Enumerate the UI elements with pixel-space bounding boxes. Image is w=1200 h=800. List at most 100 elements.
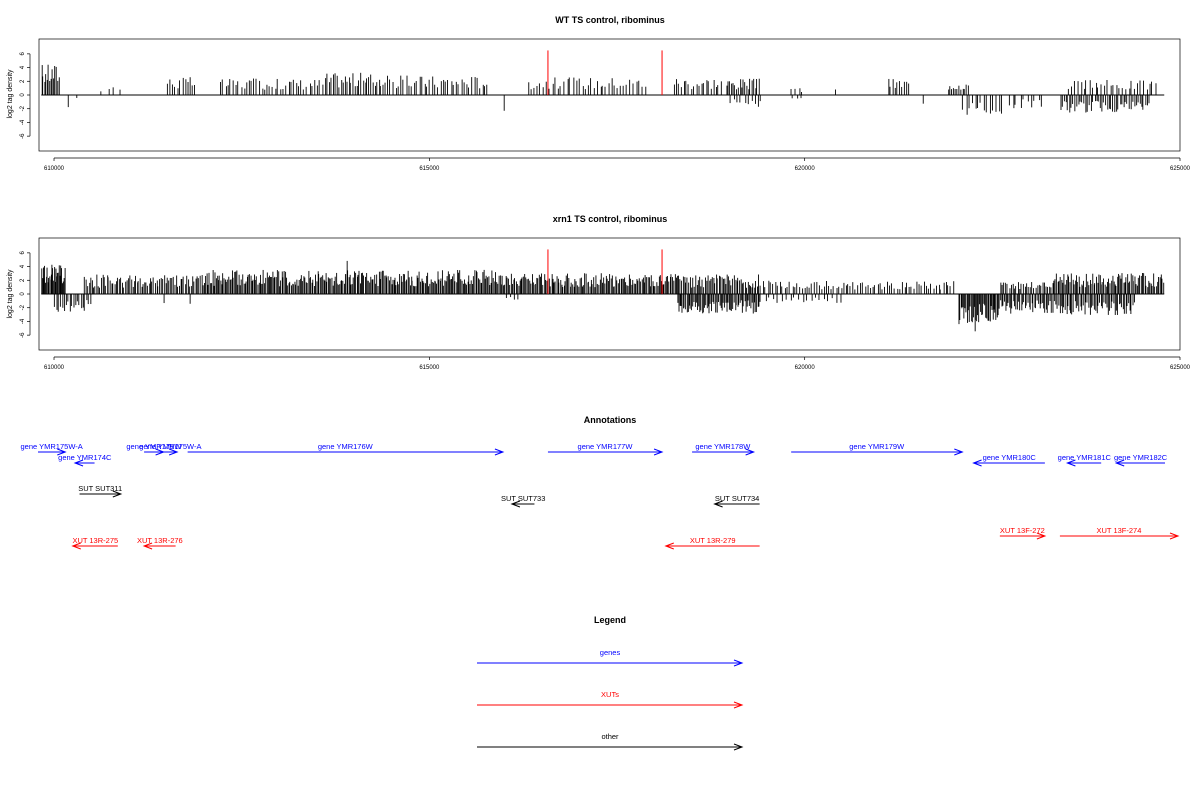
xut-feature: XUT 13F-274 [1059, 526, 1180, 540]
xut-arrow-head [71, 542, 81, 550]
xrn1-y-tick-label: 0 [20, 292, 26, 296]
panel-xrn1-plot-box [38, 237, 1181, 351]
xrn1-y-tick-label: -6 [20, 332, 26, 338]
gene-feature: gene YMR175W-A [139, 442, 201, 456]
wt-y-tick-label: 0 [20, 93, 26, 97]
gene-label: gene YMR175W-A [21, 442, 83, 451]
panel-wt-plot-box [38, 38, 1181, 152]
panel-wt-y-axis: -6 -4 -2 0 2 4 6 [20, 52, 31, 139]
panel-xrn1-bars [41, 260, 1165, 332]
gene-feature: gene YMR180C [972, 453, 1045, 467]
legend-arrow-head [733, 743, 744, 751]
wt-y-tick-label: 4 [20, 65, 26, 69]
panel-xrn1-markers [547, 249, 663, 294]
xut-label: XUT 13F-272 [1000, 526, 1045, 535]
gene-label: gene YMR177W [578, 442, 634, 451]
gene-feature: gene YMR181C [1058, 453, 1112, 467]
legend-item-label: XUTs [601, 690, 619, 699]
legend-item-other: other [477, 732, 744, 751]
legend-section: Legend genes XUTs other [477, 615, 744, 751]
xut-arrow-head [664, 542, 674, 550]
panel-xrn1-title: xrn1 TS control, ribominus [553, 214, 668, 224]
legend-arrow-head [733, 701, 744, 709]
gene-arrow-head [954, 448, 964, 456]
legend-item-label: other [601, 732, 619, 741]
gene-label: gene YMR182C [1114, 453, 1168, 462]
panel-xrn1-ylabel: log2 tag density [7, 269, 14, 319]
gene-label: gene YMR175W-A [139, 442, 201, 451]
xut-label: XUT 13F-274 [1097, 526, 1142, 535]
wt-y-tick-label: -4 [20, 119, 26, 125]
legend-arrow-head [733, 659, 744, 667]
gene-feature: gene YMR182C [1114, 453, 1168, 467]
other-label: SUT SUT733 [501, 494, 545, 503]
gene-label: gene YMR179W [849, 442, 905, 451]
xut-feature: XUT 13R-275 [71, 536, 118, 550]
other-label: SUT SUT734 [715, 494, 759, 503]
xut-label: XUT 13R-279 [690, 536, 736, 545]
gene-arrow-head [494, 448, 505, 456]
wt-y-tick-label: -2 [20, 105, 26, 111]
gene-label: gene YMR174C [58, 453, 112, 462]
gene-label: gene YMR178W [695, 442, 751, 451]
gene-arrow-head [745, 448, 756, 456]
panel-wt-ylabel: log2 tag density [7, 69, 14, 119]
xut-label: XUT 13R-276 [137, 536, 183, 545]
xrn1-y-tick-label: -2 [20, 304, 26, 310]
xut-feature: XUT 13F-272 [999, 526, 1047, 540]
xrn1-y-tick-label: 2 [20, 278, 26, 282]
xrn1-y-tick-label: 6 [20, 251, 26, 255]
other-label: SUT SUT311 [78, 484, 122, 493]
xut-label: XUT 13R-275 [72, 536, 118, 545]
gene-arrow-head [57, 448, 67, 456]
panel-xrn1: xrn1 TS control, ribominus log2 tag dens… [7, 214, 1191, 371]
gene-arrow-head [972, 459, 982, 467]
gene-arrow-head [73, 459, 84, 467]
other-arrow-head [112, 490, 123, 498]
wt-x-tick-label: 625000 [1170, 166, 1191, 172]
gene-feature: gene YMR176W [187, 442, 505, 456]
wt-y-tick-label: 6 [20, 52, 26, 56]
xut-feature: XUT 13R-279 [664, 536, 760, 550]
wt-y-tick-label: -6 [20, 133, 26, 139]
panel-wt-bars [41, 64, 1157, 115]
gene-arrow-head [1114, 459, 1125, 467]
gene-label: gene YMR181C [1058, 453, 1112, 462]
panel-wt: WT TS control, ribominus log2 tag densit… [7, 15, 1191, 172]
gene-arrow-head [168, 448, 179, 456]
legend-item-xut: XUTs [477, 690, 744, 709]
legend-entries: genes XUTs other [477, 648, 744, 751]
legend-title: Legend [594, 615, 626, 625]
gene-label: gene YMR175W [126, 442, 182, 451]
gene-feature: gene YMR177W [547, 442, 664, 456]
panel-xrn1-x-axis: 610000 615000 620000 625000 [44, 356, 1191, 371]
xrn1-x-tick-label: 610000 [44, 365, 65, 371]
other-feature: SUT SUT311 [78, 484, 123, 498]
wt-x-tick-label: 615000 [419, 166, 440, 172]
xut-arrow-head [1036, 532, 1047, 540]
xut-feature: XUT 13R-276 [137, 536, 183, 550]
wt-y-tick-label: 2 [20, 79, 26, 83]
gene-arrow-head [653, 448, 664, 456]
other-arrow-head [713, 500, 723, 508]
xrn1-x-tick-label: 620000 [795, 365, 816, 371]
gene-label: gene YMR180C [983, 453, 1037, 462]
gene-arrow-head [1065, 459, 1076, 467]
gene-feature: gene YMR179W [791, 442, 964, 456]
gene-feature: gene YMR174C [58, 453, 112, 467]
annotations-section: Annotations gene YMR175W-A gene YMR174C ge… [21, 415, 1180, 550]
xrn1-y-tick-label: -4 [20, 318, 26, 324]
gene-label: gene YMR176W [318, 442, 374, 451]
xrn1-x-tick-label: 625000 [1170, 365, 1191, 371]
gene-feature: gene YMR175W-A [21, 442, 83, 456]
other-feature: SUT SUT734 [713, 494, 760, 508]
gene-feature: gene YMR178W [692, 442, 756, 456]
xrn1-y-tick-label: 4 [20, 264, 26, 268]
wt-x-tick-label: 610000 [44, 166, 65, 172]
panel-xrn1-y-axis: -6 -4 -2 0 2 4 6 [20, 251, 31, 338]
xut-arrow-head [142, 542, 153, 550]
legend-item-label: genes [600, 648, 621, 657]
panel-wt-markers [547, 50, 663, 95]
xrn1-x-tick-label: 615000 [419, 365, 440, 371]
